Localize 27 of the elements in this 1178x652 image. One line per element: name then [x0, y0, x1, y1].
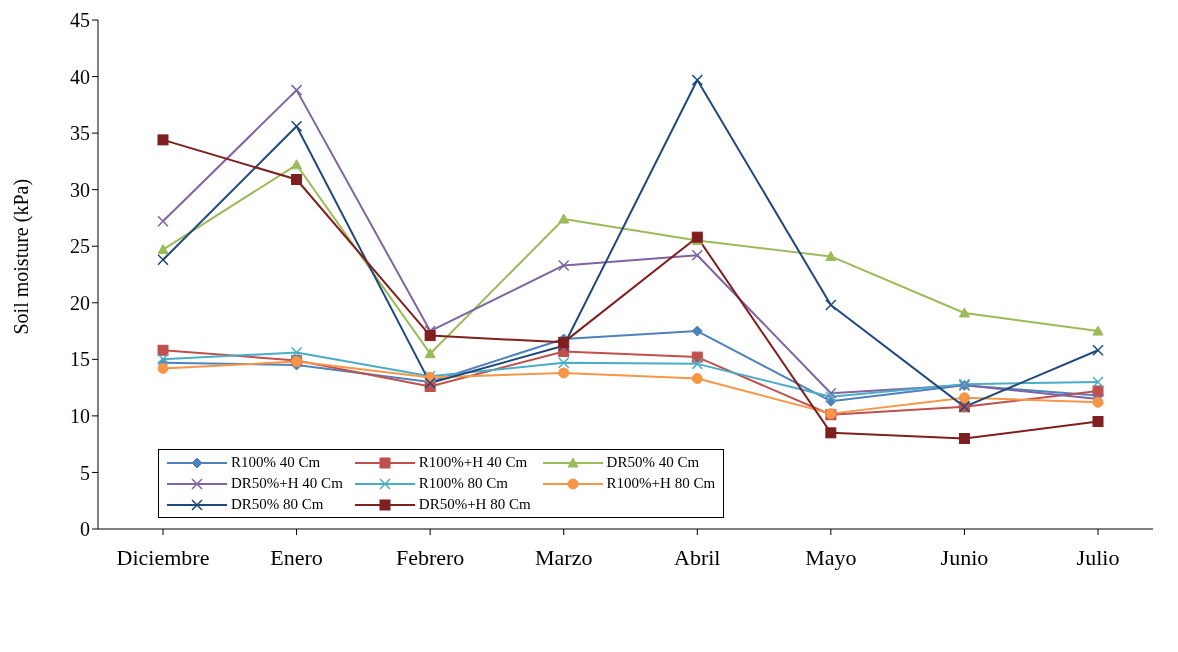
y-tick-label: 25 [70, 235, 90, 258]
legend-label: R100%+H 80 Cm [606, 475, 716, 492]
y-tick-label: 15 [70, 348, 90, 371]
x-tick-label: Diciembre [116, 544, 210, 570]
x-tick-label: Mayo [805, 544, 857, 570]
y-tick-label: 45 [70, 9, 90, 32]
y-tick-label: 20 [70, 291, 90, 314]
x-tick-label: Marzo [535, 544, 593, 570]
x-tick-label: Julio [1076, 544, 1120, 570]
y-tick-label: 5 [80, 461, 90, 484]
x-tick-label: Abril [674, 544, 721, 570]
legend-label: R100% 40 Cm [231, 454, 321, 471]
y-tick-label: 10 [70, 404, 90, 427]
legend-label: R100% 80 Cm [418, 475, 508, 492]
x-tick-label: Enero [270, 544, 323, 570]
y-tick-label: 30 [70, 178, 90, 201]
y-tick-label: 40 [70, 65, 90, 88]
x-tick-label: Junio [940, 544, 989, 570]
y-tick-label: 0 [80, 518, 90, 541]
y-axis-title: Soil moisture (kPa) [10, 178, 34, 335]
x-tick-label: Febrero [395, 544, 465, 570]
legend-label: DR50% 40 Cm [606, 454, 700, 471]
legend-label: DR50%+H 40 Cm [231, 475, 343, 492]
legend-label: DR50%+H 80 Cm [418, 496, 531, 513]
legend-label: R100%+H 40 Cm [418, 454, 528, 471]
y-tick-label: 35 [70, 122, 90, 145]
legend-label: DR50% 80 Cm [231, 496, 324, 513]
